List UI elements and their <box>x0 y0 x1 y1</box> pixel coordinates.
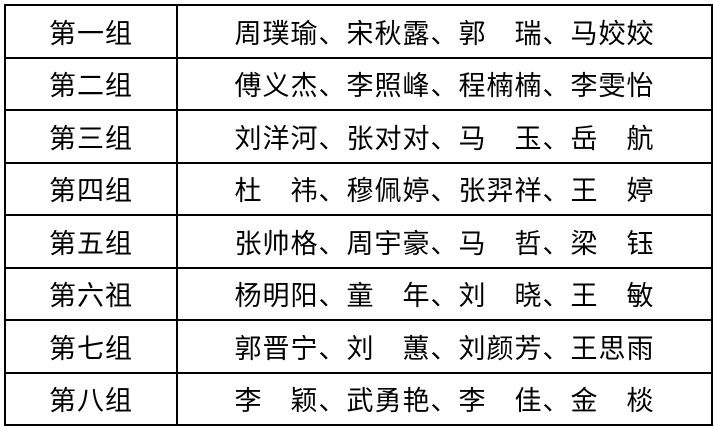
members-cell: 杨明阳、童 年、刘 晓、王 敏 <box>176 266 713 321</box>
members-cell: 刘洋河、张对对、马 玉、岳 航 <box>176 109 713 164</box>
members-cell: 李 颖、武勇艳、李 佳、金 棪 <box>176 371 713 426</box>
group-assignment-table: 第一组 周璞瑜、宋秋露、郭 瑞、马姣姣 第二组 傅义杰、李照峰、程楠楠、李雯怡 … <box>4 4 713 426</box>
group-cell: 第四组 <box>4 161 178 216</box>
group-cell: 第三组 <box>4 109 178 164</box>
table-row: 第七组 郭晋宁、刘 蕙、刘颜芳、王思雨 <box>4 319 713 374</box>
group-cell: 第八组 <box>4 371 178 426</box>
group-cell: 第五组 <box>4 214 178 269</box>
group-cell: 第二组 <box>4 56 178 111</box>
members-cell: 郭晋宁、刘 蕙、刘颜芳、王思雨 <box>176 319 713 374</box>
members-cell: 傅义杰、李照峰、程楠楠、李雯怡 <box>176 56 713 111</box>
group-cell: 第六祖 <box>4 266 178 321</box>
members-cell: 张帅格、周宇豪、马 哲、梁 钰 <box>176 214 713 269</box>
members-cell: 周璞瑜、宋秋露、郭 瑞、马姣姣 <box>176 4 713 59</box>
table-row: 第一组 周璞瑜、宋秋露、郭 瑞、马姣姣 <box>4 4 713 59</box>
table-row: 第八组 李 颖、武勇艳、李 佳、金 棪 <box>4 371 713 426</box>
table-row: 第六祖 杨明阳、童 年、刘 晓、王 敏 <box>4 266 713 321</box>
table-row: 第三组 刘洋河、张对对、马 玉、岳 航 <box>4 109 713 164</box>
group-cell: 第一组 <box>4 4 178 59</box>
table-row: 第五组 张帅格、周宇豪、马 哲、梁 钰 <box>4 214 713 269</box>
members-cell: 杜 祎、穆佩婷、张羿祥、王 婷 <box>176 161 713 216</box>
table-row: 第四组 杜 祎、穆佩婷、张羿祥、王 婷 <box>4 161 713 216</box>
group-cell: 第七组 <box>4 319 178 374</box>
table-row: 第二组 傅义杰、李照峰、程楠楠、李雯怡 <box>4 56 713 111</box>
